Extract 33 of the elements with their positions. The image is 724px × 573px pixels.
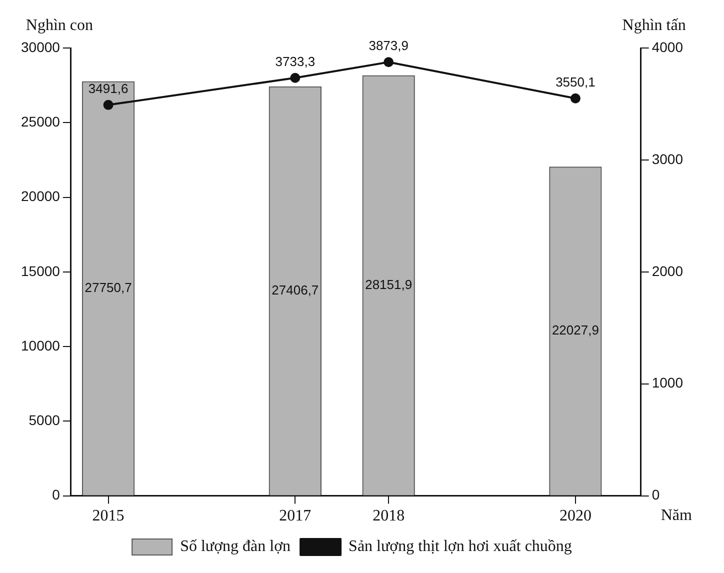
y-tick-label: 0 [52, 486, 60, 503]
point [570, 93, 580, 104]
y-tick-label: 25000 [20, 113, 60, 130]
data-label: 28151,9 [365, 277, 412, 292]
x-tick-label: 2018 [372, 508, 405, 525]
data-label: 22027,9 [552, 322, 599, 338]
x-tick-label: 2015 [92, 508, 124, 525]
x-tick-label: 2020 [559, 508, 592, 525]
legend-label: Sản lượng thịt lợn hơi xuất chuồng [348, 538, 572, 556]
data-label: 3491,6 [88, 80, 128, 96]
y-tick-label: 30000 [20, 38, 60, 55]
y2-tick-label: 4000 [652, 38, 684, 55]
y2-tick-label: 2000 [652, 262, 684, 279]
y2-tick-label: 1000 [652, 374, 684, 391]
y2-axis-title: Nghìn tấn [622, 17, 686, 34]
y2-tick-label: 0 [652, 486, 660, 503]
y-axis-title: Nghìn con [26, 17, 94, 34]
x-axis-title: Năm [660, 507, 693, 524]
legend-label: Số lượng đàn lợn [180, 538, 291, 556]
point [384, 57, 394, 68]
y-tick-label: 10000 [20, 337, 60, 354]
data-label: 27406,7 [272, 282, 319, 298]
data-label: 3733,3 [275, 54, 316, 69]
point [103, 100, 114, 110]
y-tick-label: 5000 [28, 412, 60, 428]
data-label: 3873,9 [368, 38, 408, 54]
point [290, 72, 300, 83]
y-tick-label: 15000 [20, 262, 60, 279]
data-label: 27750,7 [84, 280, 132, 296]
y2-tick-label: 3000 [652, 150, 684, 167]
data-label: 3550,1 [556, 74, 596, 90]
x-tick-label: 2017 [279, 508, 312, 525]
y-tick-label: 20000 [20, 188, 60, 204]
